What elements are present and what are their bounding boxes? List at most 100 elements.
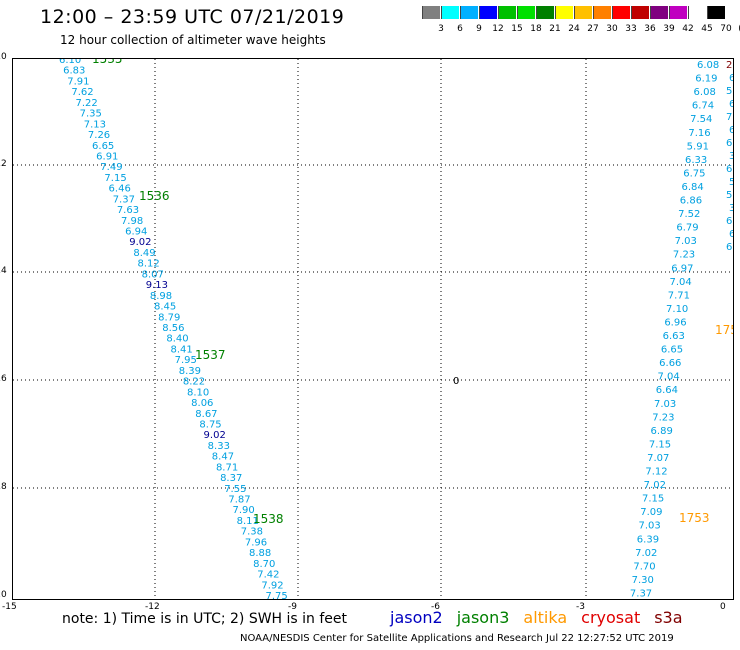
swh-value: 8.40 bbox=[166, 334, 188, 345]
swh-value: 7.90 bbox=[232, 505, 254, 516]
swh-value: 7.75 bbox=[266, 591, 288, 599]
swh-value: 8.67 bbox=[195, 409, 217, 420]
swh-value: 7.04 bbox=[657, 372, 679, 383]
swh-value: 7.37 bbox=[630, 588, 652, 599]
footer-credit: NOAA/NESDIS Center for Satellite Applica… bbox=[240, 633, 674, 644]
swh-value: 6.33 bbox=[685, 155, 707, 166]
swh-value: 6.08 bbox=[694, 87, 716, 98]
swh-value: 8.12 bbox=[137, 259, 159, 270]
swh-value: 8.49 bbox=[133, 248, 155, 259]
swh-value: 6.97 bbox=[671, 263, 693, 274]
swh-value-clipped: 6 bbox=[726, 216, 732, 227]
pass-time-label: 1753 bbox=[679, 511, 710, 525]
swh-value: 7.49 bbox=[100, 162, 122, 173]
lon-tick-label: -9 bbox=[288, 602, 297, 612]
pass-time-label: 1537 bbox=[195, 348, 226, 362]
swh-value: 6.08 bbox=[697, 60, 719, 71]
legend-swatch bbox=[555, 6, 573, 19]
swh-value: 7.98 bbox=[121, 216, 143, 227]
swh-value-clipped: 3 bbox=[729, 151, 733, 162]
swh-value: 7.52 bbox=[678, 209, 700, 220]
legend-swatch bbox=[517, 6, 535, 19]
swh-value: 8.22 bbox=[183, 377, 205, 388]
swh-value: 7.02 bbox=[644, 480, 666, 491]
swh-value: 7.70 bbox=[633, 561, 655, 572]
swh-value: 8.07 bbox=[142, 269, 164, 280]
legend-label: 42 bbox=[682, 24, 694, 34]
legend-swatch bbox=[422, 6, 440, 19]
swh-value: 6.46 bbox=[109, 184, 131, 195]
satellite-name: s3a bbox=[654, 608, 683, 627]
swh-value: 7.42 bbox=[257, 570, 279, 581]
swh-value-clipped: 6 bbox=[726, 138, 732, 149]
legend-label: 24 bbox=[568, 24, 580, 34]
swh-value-clipped: 6 bbox=[729, 229, 733, 240]
satellite-legend: jason2 jason3 altika cryosat s3a bbox=[390, 608, 697, 627]
swh-value: 6.10 bbox=[59, 59, 81, 66]
legend-swatch bbox=[669, 6, 687, 19]
swh-value: 8.56 bbox=[162, 323, 184, 334]
swh-value: 8.33 bbox=[208, 441, 230, 452]
legend-label: 33 bbox=[625, 24, 637, 34]
swh-value-clipped: 6 bbox=[726, 164, 732, 175]
swh-value: 7.02 bbox=[635, 548, 657, 559]
swh-value: 8.79 bbox=[158, 312, 180, 323]
lat-tick-label: -18 bbox=[0, 482, 7, 492]
swh-value: 7.92 bbox=[261, 580, 283, 591]
swh-value: 7.15 bbox=[104, 173, 126, 184]
lat-tick-label: -20 bbox=[0, 590, 7, 600]
swh-value: 7.03 bbox=[639, 521, 661, 532]
swh-value: 6.83 bbox=[63, 66, 85, 77]
lat-tick-label: -10 bbox=[0, 52, 7, 62]
legend-swatch bbox=[479, 6, 497, 19]
swh-value: 8.47 bbox=[212, 452, 234, 463]
map-panel: 6.10 6.83 7.91 7.62 7.22 7.35 7.13 7.26 6.65 6.91… bbox=[12, 52, 740, 602]
legend-label: 39 bbox=[663, 24, 675, 34]
legend-label: 70 bbox=[720, 24, 732, 34]
legend-swatch bbox=[612, 6, 630, 19]
swh-value: 7.15 bbox=[649, 439, 671, 450]
swh-value-clipped: 2 bbox=[726, 60, 732, 71]
legend-label: 6 bbox=[457, 24, 463, 34]
swh-value: 7.03 bbox=[654, 399, 676, 410]
swh-value: 6.65 bbox=[92, 141, 114, 152]
swh-value: 7.87 bbox=[228, 495, 250, 506]
swh-value: 6.64 bbox=[656, 385, 678, 396]
legend-label: 36 bbox=[644, 24, 656, 34]
legend-label: 9 bbox=[476, 24, 482, 34]
swh-value-clipped: 6 bbox=[729, 125, 733, 136]
legend-swatch bbox=[498, 6, 516, 19]
satellite-name: jason2 bbox=[390, 608, 443, 627]
satellite-name: jason3 bbox=[456, 608, 510, 627]
swh-value: 7.16 bbox=[688, 128, 710, 139]
legend-swatch bbox=[574, 6, 592, 19]
swh-value: 7.71 bbox=[668, 290, 690, 301]
swh-value: 6.39 bbox=[637, 534, 659, 545]
legend-label: 27 bbox=[587, 24, 599, 34]
swh-value: 6.74 bbox=[692, 101, 714, 112]
swh-value: 6.66 bbox=[659, 358, 681, 369]
swh-value: 7.35 bbox=[80, 109, 102, 120]
swh-value: 6.96 bbox=[664, 317, 686, 328]
swh-value: 6.86 bbox=[680, 196, 702, 207]
legend-swatch bbox=[650, 6, 668, 19]
swh-value: 7.96 bbox=[245, 537, 267, 548]
swh-value: 7.37 bbox=[113, 194, 135, 205]
legend-swatch bbox=[631, 6, 649, 19]
lat-tick-label: -14 bbox=[0, 266, 7, 276]
swh-value: 6.91 bbox=[96, 151, 118, 162]
swh-value: 8.75 bbox=[199, 419, 221, 430]
swh-value: 7.22 bbox=[76, 98, 98, 109]
legend-label: 21 bbox=[549, 24, 561, 34]
swh-value: 7.10 bbox=[666, 304, 688, 315]
page-title: 12:00 – 23:59 UTC 07/21/2019 bbox=[40, 6, 345, 28]
swh-value: 6.94 bbox=[125, 227, 147, 238]
pass-time-label: 1535 bbox=[92, 59, 123, 66]
map-canvas: 6.106.837.917.627.227.357.137.266.656.91… bbox=[13, 52, 740, 602]
legend-label: 12 bbox=[492, 24, 504, 34]
page-subtitle: 12 hour collection of altimeter wave hei… bbox=[60, 33, 326, 47]
legend-swatch bbox=[707, 6, 725, 19]
swh-value: 8.37 bbox=[220, 473, 242, 484]
lon-tick-label: -6 bbox=[431, 602, 440, 612]
legend-swatch bbox=[536, 6, 554, 19]
